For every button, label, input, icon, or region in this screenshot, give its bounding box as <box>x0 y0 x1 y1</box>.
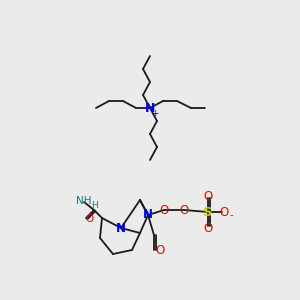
Text: N: N <box>143 208 153 221</box>
Text: H: H <box>91 202 98 211</box>
Text: NH: NH <box>76 196 92 206</box>
Text: +: + <box>151 109 159 118</box>
Text: N: N <box>145 101 155 115</box>
Text: O: O <box>85 214 93 224</box>
Text: O: O <box>203 190 213 202</box>
Text: -: - <box>229 210 233 220</box>
Text: O: O <box>155 244 165 256</box>
Text: N: N <box>116 221 126 235</box>
Text: O: O <box>203 221 213 235</box>
Text: O: O <box>159 203 169 217</box>
Text: O: O <box>219 206 229 218</box>
Text: S: S <box>203 206 213 218</box>
Text: O: O <box>179 203 189 217</box>
